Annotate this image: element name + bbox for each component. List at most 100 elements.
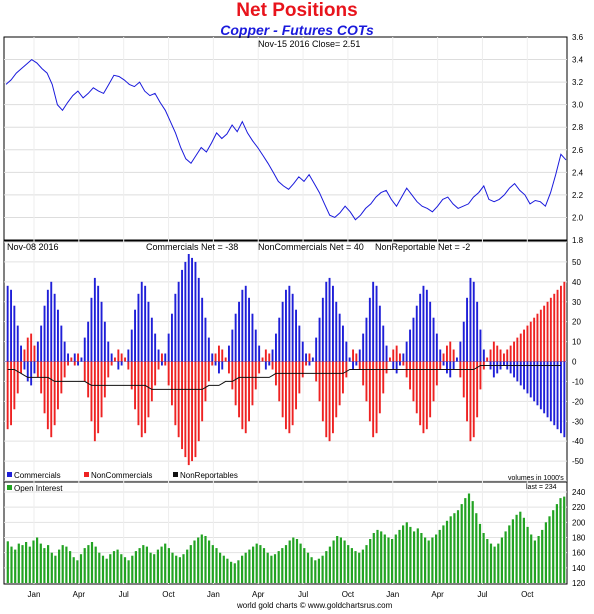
- commercials-bar: [264, 361, 267, 370]
- noncommercials-bar: [526, 325, 529, 362]
- noncommercials-bar: [553, 293, 556, 362]
- noncommercials-bar: [268, 353, 271, 362]
- noncommercials-bar: [10, 361, 12, 426]
- noncommercials-bar: [204, 361, 207, 402]
- open-interest-bar: [478, 523, 482, 583]
- chart-subtitle: Copper - Futures COTs: [220, 22, 374, 38]
- commercials-bar: [271, 349, 274, 362]
- oi-tick-label: 140: [572, 564, 586, 573]
- noncommercials-bar: [372, 361, 375, 438]
- commercials-bar: [291, 293, 294, 362]
- noncommercials-bar: [325, 361, 328, 438]
- noncommercials-bar: [211, 361, 214, 366]
- oi-tick-label: 120: [572, 579, 586, 588]
- open-interest-bar: [105, 558, 108, 583]
- commercials-bar: [429, 301, 432, 362]
- open-interest-bar: [241, 555, 244, 583]
- commercials-bar: [248, 297, 250, 362]
- noncommercials-bar: [194, 361, 197, 458]
- open-interest-bar: [347, 545, 350, 583]
- commercials-bar: [140, 281, 143, 362]
- open-interest-bar: [431, 537, 434, 583]
- price-tick-label: 2.8: [572, 123, 584, 132]
- open-interest-bar: [500, 537, 503, 583]
- net-tick-label: 40: [572, 278, 581, 287]
- noncommercials-bar: [556, 289, 559, 362]
- open-interest-bar: [442, 525, 445, 583]
- commercials-bar: [295, 309, 297, 362]
- commercials-bar: [60, 325, 63, 362]
- open-interest-bar: [508, 525, 511, 583]
- open-interest-bar: [94, 546, 97, 583]
- open-interest-bar: [98, 552, 101, 583]
- open-interest-bar: [325, 551, 328, 583]
- commercials-bar: [147, 301, 150, 362]
- commercials-bar: [345, 341, 348, 362]
- commercials-bar: [378, 305, 381, 362]
- noncommercials-bar: [60, 361, 63, 394]
- noncommercials-bar: [110, 361, 113, 366]
- volume-units-label: volumes in 1000's: [508, 475, 564, 482]
- commercials-bar: [308, 361, 311, 366]
- open-interest-bar: [321, 555, 324, 583]
- noncommercials-bar: [97, 361, 100, 434]
- open-interest-bar: [189, 545, 192, 583]
- noncommercials-bar: [342, 361, 344, 394]
- noncommercials-bar: [452, 349, 455, 362]
- price-tick-label: 3.4: [572, 56, 584, 65]
- open-interest-bar: [131, 555, 134, 583]
- net-tick-label: -30: [572, 417, 584, 426]
- open-interest-bar: [277, 551, 280, 583]
- noncommercials-bar: [221, 349, 224, 362]
- noncommercials-bar: [479, 361, 482, 390]
- price-tick-label: 2.2: [572, 191, 584, 200]
- open-interest-bar: [533, 540, 536, 583]
- open-interest-layer: [6, 493, 566, 584]
- legend-noncommercials-label: NonCommercials: [91, 471, 152, 480]
- open-interest-bar: [222, 555, 225, 583]
- open-interest-bar: [50, 552, 53, 583]
- open-interest-bar: [303, 548, 306, 583]
- noncommercials-bar: [207, 361, 210, 382]
- month-tick-label: Apr: [431, 590, 444, 599]
- noncommercials-bar: [492, 341, 495, 362]
- price-tick-label: 3.0: [572, 101, 584, 110]
- month-tick-label: Oct: [342, 590, 355, 599]
- noncommercials-bar: [328, 361, 331, 442]
- noncommercials-bar: [244, 361, 247, 434]
- open-interest-bar: [310, 557, 313, 583]
- month-tick-label: Oct: [162, 590, 175, 599]
- noncommercials-bar: [103, 361, 106, 398]
- commercials-bar: [328, 277, 331, 362]
- commercials-bar: [103, 321, 106, 362]
- noncommercials-bar: [67, 361, 69, 366]
- commercials-bar: [533, 361, 536, 402]
- open-interest-bar: [284, 545, 288, 583]
- noncommercials-bar: [50, 361, 53, 438]
- commercials-bar: [33, 361, 36, 374]
- noncommercials-bar: [285, 361, 287, 430]
- noncommercials-bar: [318, 361, 321, 402]
- noncommercials-bar: [201, 361, 204, 422]
- open-interest-bar: [101, 555, 105, 583]
- open-interest-bar: [215, 548, 218, 583]
- commercials-bar: [218, 361, 220, 374]
- open-interest-bar: [391, 539, 394, 583]
- noncommercials-bar: [402, 361, 405, 366]
- noncommercials-bar: [77, 353, 79, 362]
- oi-tick-label: 180: [572, 534, 586, 543]
- commercials-bar: [53, 293, 56, 362]
- open-interest-bar: [376, 529, 379, 583]
- oi-tick-label: 200: [572, 518, 586, 527]
- open-interest-bar: [559, 498, 562, 583]
- noncommercials-bar: [435, 361, 438, 386]
- commercials-bar: [311, 357, 314, 362]
- noncommercials-bar: [53, 361, 56, 426]
- commercials-bar: [503, 361, 505, 366]
- noncommercials-bar: [70, 357, 73, 362]
- noncommercials-bar: [264, 349, 267, 362]
- open-interest-bar: [372, 533, 375, 583]
- open-interest-bar: [317, 558, 320, 583]
- commercials-bar: [422, 285, 425, 362]
- net-tick-label: -20: [572, 397, 584, 406]
